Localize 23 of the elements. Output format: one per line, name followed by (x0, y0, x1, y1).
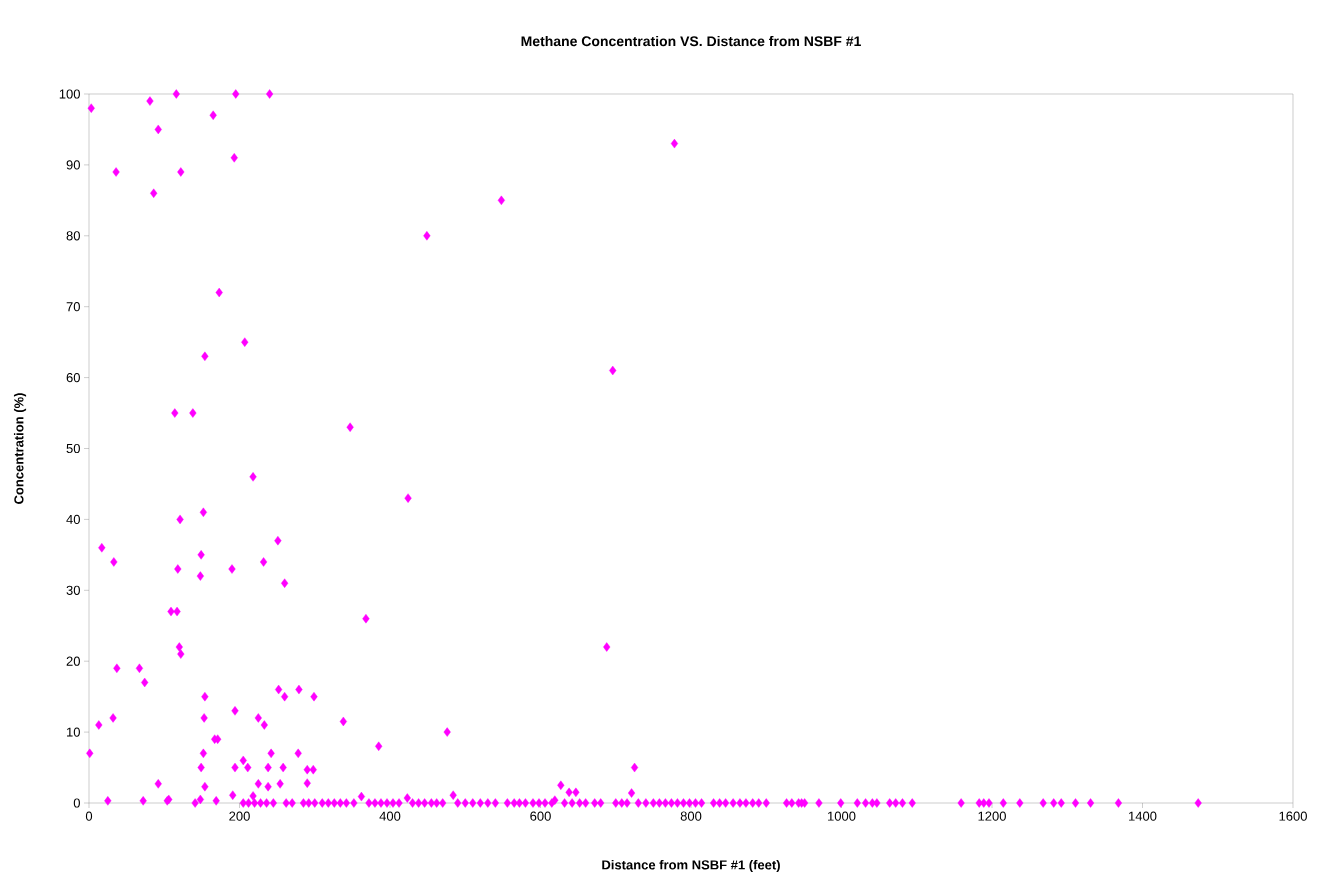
x-tick-label: 0 (85, 811, 93, 821)
x-tick-label: 200 (229, 811, 250, 821)
chart-title: Methane Concentration VS. Distance from NSBF #1 (521, 35, 861, 47)
x-tick-label: 800 (680, 811, 702, 821)
y-tick-label: 90 (66, 160, 80, 170)
x-axis-title: Distance from NSBF #1 (feet) (602, 859, 780, 873)
y-tick-label: 80 (66, 231, 80, 241)
x-tick-label: 1600 (1279, 811, 1307, 821)
y-tick-label: 60 (66, 372, 80, 383)
x-tick-label: 1200 (978, 811, 1006, 821)
x-tick-label: 600 (530, 811, 551, 821)
x-tick-label: 1000 (828, 811, 856, 821)
y-tick-label: 30 (66, 585, 80, 595)
y-tick-label: 10 (67, 727, 80, 737)
y-axis-title: Concentration (%) (13, 393, 27, 504)
y-tick-label: 40 (66, 514, 80, 524)
x-tick-label: 1400 (1129, 811, 1157, 821)
y-tick-label: 0 (73, 798, 80, 808)
y-tick-label: 20 (66, 656, 80, 666)
x-tick-label: 400 (379, 811, 401, 821)
y-tick-label: 100 (59, 89, 80, 99)
y-tick-label: 50 (66, 443, 80, 454)
y-tick-label: 70 (66, 302, 80, 312)
